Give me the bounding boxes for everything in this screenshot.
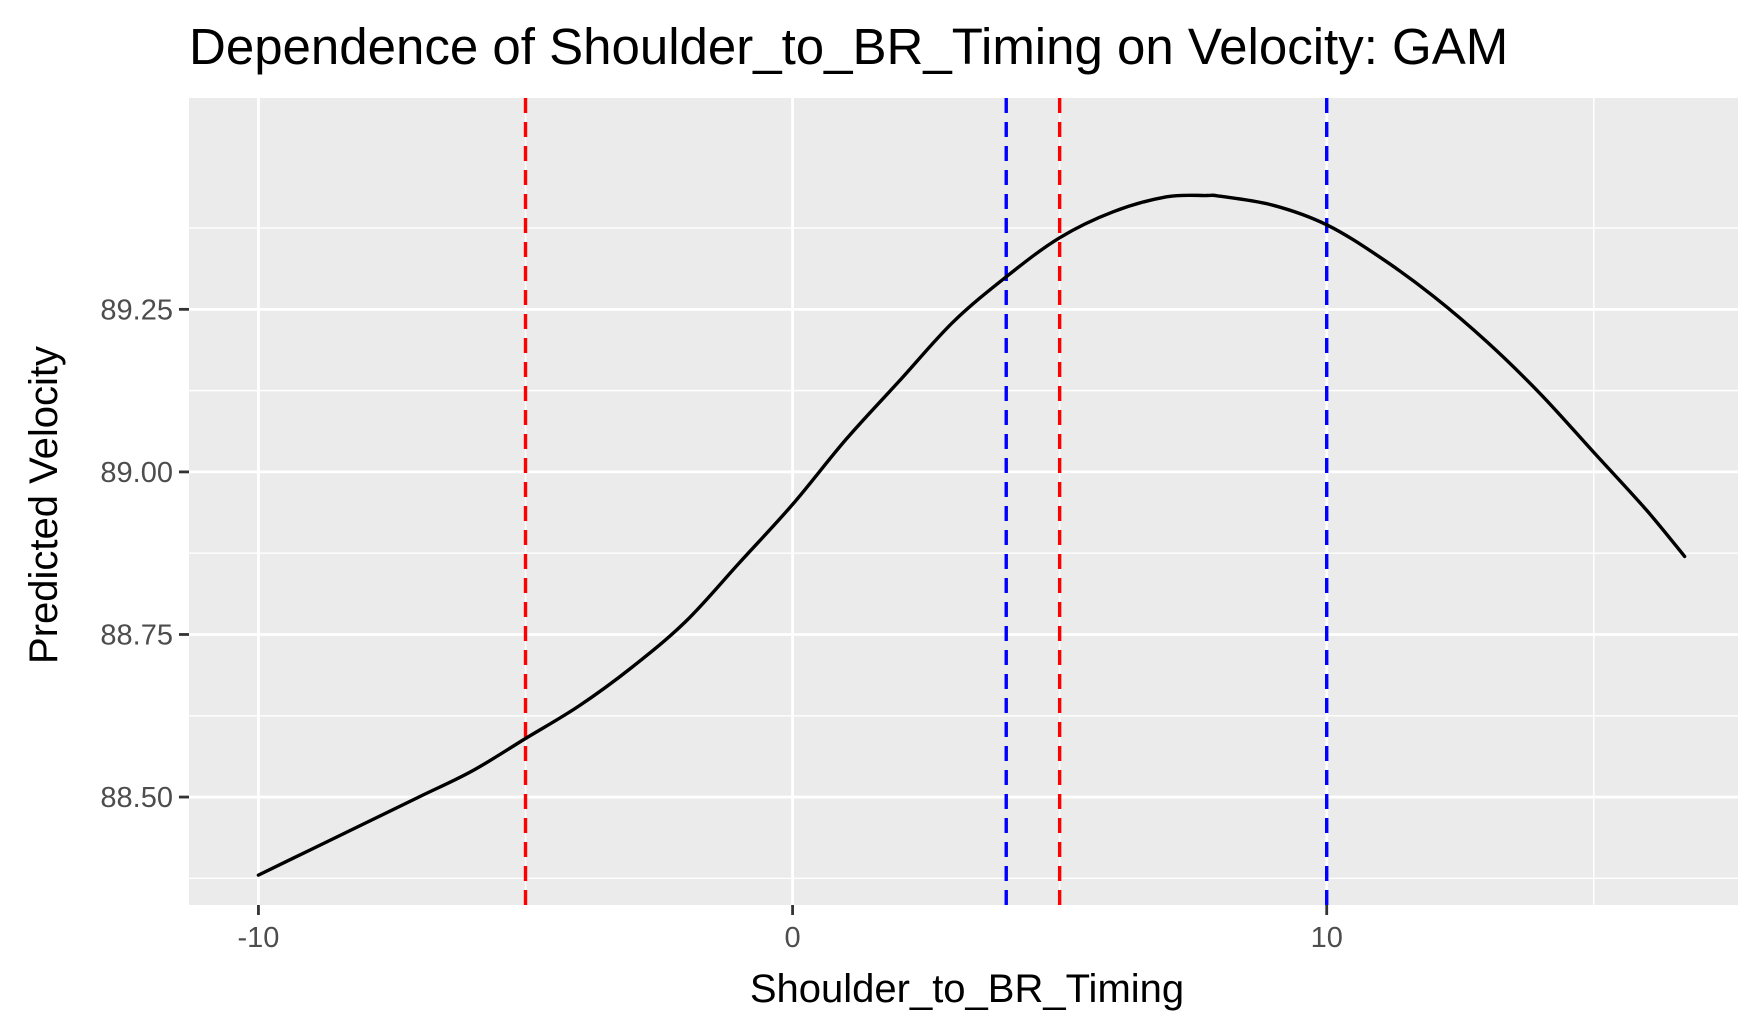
y-tick-label: 88.75 — [100, 619, 173, 651]
reference-lines — [523, 98, 1329, 905]
plot-panel — [189, 98, 1738, 905]
y-axis-title: Predicted Velocity — [22, 346, 66, 664]
x-tick-label: 10 — [1311, 922, 1343, 954]
y-tick-label: 89.00 — [100, 457, 173, 489]
x-axis-ticks: -10 0 10 — [237, 905, 1343, 954]
y-tick-label: 88.50 — [100, 782, 173, 814]
x-axis-title: Shoulder_to_BR_Timing — [750, 967, 1184, 1011]
x-tick-label: 0 — [785, 922, 801, 954]
x-tick-label: -10 — [237, 922, 279, 954]
y-tick-label: 89.25 — [100, 294, 173, 326]
chart-title: Dependence of Shoulder_to_BR_Timing on V… — [189, 18, 1508, 75]
y-axis-ticks: 88.50 88.75 89.00 89.25 — [100, 294, 189, 814]
gam-curve — [256, 193, 1687, 877]
